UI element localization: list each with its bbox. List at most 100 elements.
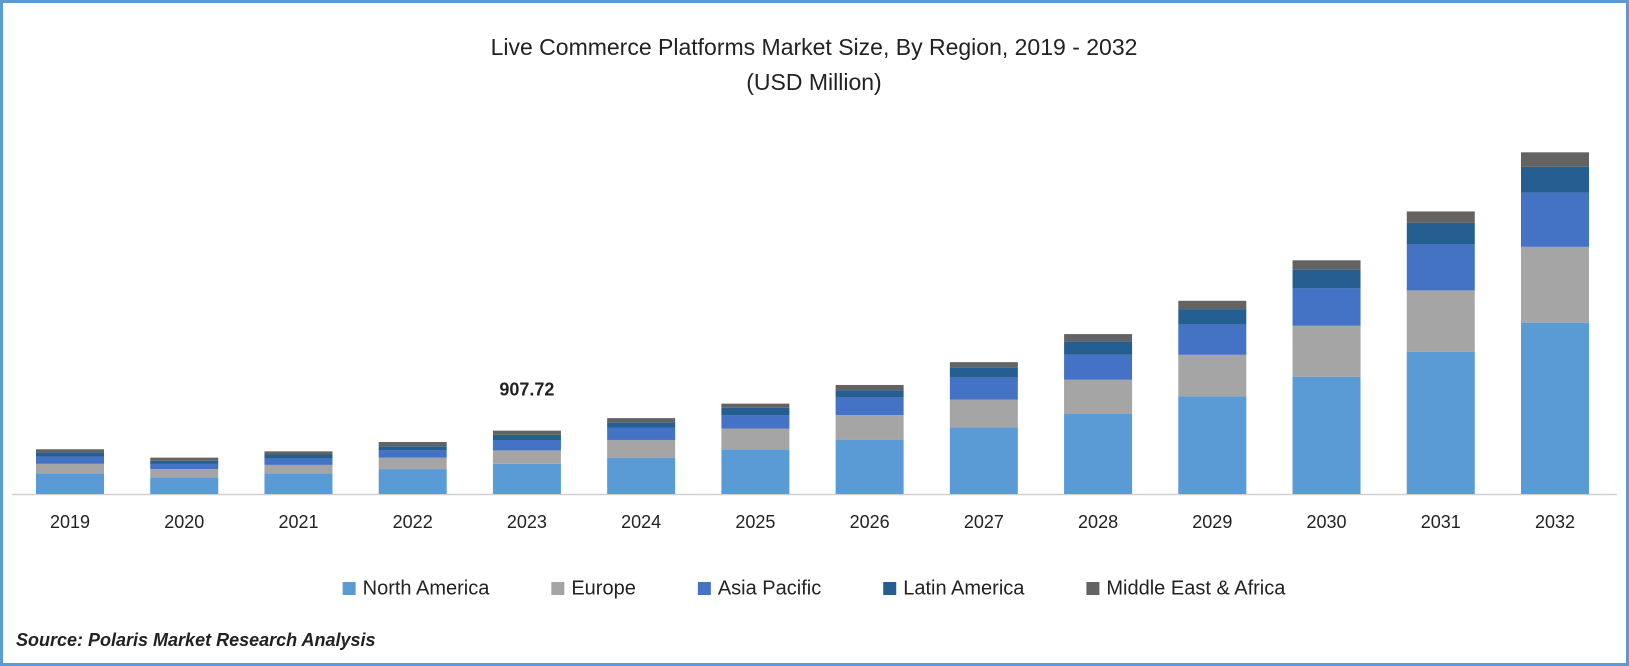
bar-segment [949,367,1018,378]
x-tick-label: 2030 [1307,512,1347,532]
bar-segment [1521,246,1589,323]
bar-segment [150,457,219,461]
bar-segment [1521,192,1589,247]
bar-segment [721,403,790,408]
bar-segment [492,430,561,435]
bar-segment [721,407,790,416]
bar-segment [1064,379,1133,415]
legend-label: Middle East & Africa [1106,577,1286,599]
x-tick-label: 2026 [850,512,890,532]
bar-segment [1178,396,1247,494]
x-tick-label: 2023 [507,512,547,532]
bar-segment [1064,354,1133,380]
source: Source: Polaris Market Research Analysis [16,630,376,650]
bar-segment [1292,288,1361,326]
bar-segment [949,362,1018,368]
bar-segment [492,450,561,464]
legend-label: North America [363,577,491,599]
bar-segment [949,377,1018,400]
x-tick-label: 2024 [621,512,661,532]
legend-label: Europe [571,577,636,599]
bar-segment [721,415,790,429]
bar-segment [264,464,333,474]
bar-segment [607,422,676,428]
bar-segment [264,473,333,494]
bar-segment [835,439,904,494]
x-tick-label: 2028 [1078,512,1118,532]
bar-segment [1406,211,1475,223]
bar-segment [1064,414,1133,494]
bar-segment [607,427,676,440]
bar-segment [1292,269,1361,289]
annotation: 907.72 [499,379,554,399]
bar-segment [1178,300,1247,310]
legend-label: Latin America [903,577,1025,599]
bar-segment [378,446,447,451]
bar-segment [264,458,333,465]
bar-segment [492,439,561,451]
legend-swatch [1086,582,1100,595]
bar-segment [835,390,904,398]
bar-segment [835,397,904,416]
x-tick-label: 2027 [964,512,1004,532]
bar-segment [1178,309,1247,325]
bar-segment [36,449,104,453]
bar-segment [378,450,447,458]
bar-segment [36,473,104,494]
x-tick-label: 2029 [1192,512,1232,532]
bar-segment [36,452,104,457]
legend-swatch [551,582,565,595]
bar-segment [835,384,904,391]
x-tick-label: 2032 [1535,512,1575,532]
bar-segment [150,477,219,494]
bar-segment [607,457,676,494]
bar-segment [1406,351,1475,494]
x-tick-label: 2020 [164,512,204,532]
bar-segment [492,463,561,494]
bar-segment [378,457,447,470]
bar-segment [150,463,219,470]
bar-segment [949,399,1018,428]
legend-swatch [697,582,711,595]
bar-segment [1292,376,1361,494]
chart-subtitle: (USD Million) [746,69,881,95]
x-tick-label: 2019 [50,512,90,532]
bar-segment [949,427,1018,494]
bar-segment [150,469,219,478]
bar-segment [378,469,447,494]
legend-label: Asia Pacific [718,577,821,599]
bar-segment [1406,244,1475,291]
bar-segment [1292,260,1361,270]
bar-segment [36,463,104,474]
x-tick-label: 2022 [393,512,433,532]
legend-swatch [342,582,356,595]
bar-segment [378,441,447,447]
bar-segment [607,439,676,458]
bar-segment [1064,341,1133,355]
bar-segment [1064,334,1133,342]
x-tick-label: 2031 [1421,512,1461,532]
bar-segment [150,460,219,464]
bar-segment [607,418,676,423]
bar-segment [835,415,904,440]
chart-title: Live Commerce Platforms Market Size, By … [491,34,1138,60]
x-tick-label: 2021 [278,512,318,532]
bar-segment [492,434,561,440]
bar-segment [1521,322,1589,494]
bar-segment [721,428,790,450]
bar-segment [1521,152,1589,167]
bar-segment [721,449,790,494]
bar-segment [1292,325,1361,377]
bar-segment [1406,290,1475,352]
bar-segment [264,454,333,459]
bar-segment [36,456,104,464]
x-tick-label: 2025 [735,512,775,532]
bar-segment [1406,222,1475,245]
bar-segment [264,451,333,455]
bar-segment [1178,324,1247,355]
legend-swatch [883,582,897,595]
bar-segment [1178,354,1247,397]
